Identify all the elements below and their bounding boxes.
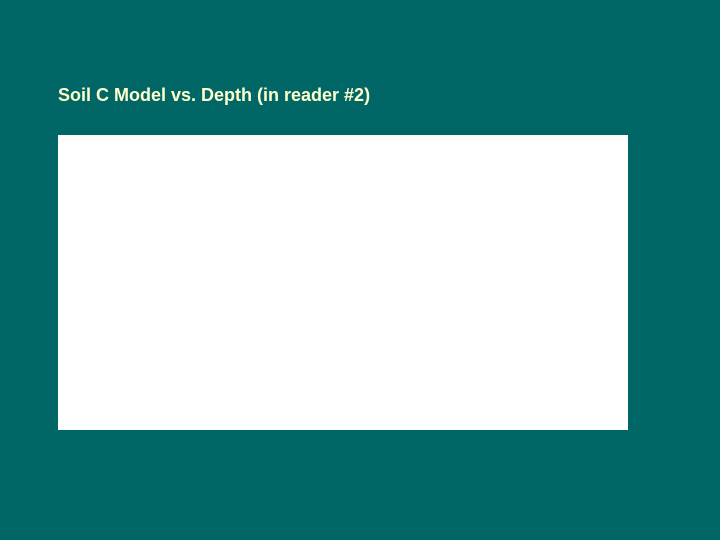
content-placeholder — [58, 135, 628, 430]
slide-title: Soil C Model vs. Depth (in reader #2) — [58, 85, 370, 106]
